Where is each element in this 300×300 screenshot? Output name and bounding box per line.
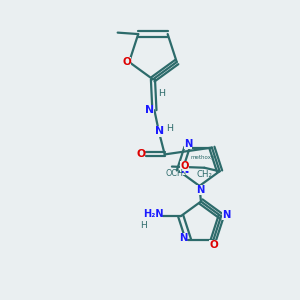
Text: N: N <box>155 126 164 136</box>
Text: N: N <box>145 105 154 115</box>
Text: H₂N: H₂N <box>143 209 164 219</box>
Text: O: O <box>122 57 131 67</box>
Text: methoxy: methoxy <box>191 155 215 160</box>
Text: H: H <box>158 89 165 98</box>
Text: O: O <box>136 148 145 158</box>
Text: CH₂: CH₂ <box>197 170 213 179</box>
Text: N: N <box>179 233 188 243</box>
Text: N: N <box>184 139 192 149</box>
Text: O: O <box>180 161 189 171</box>
Text: H: H <box>141 220 147 230</box>
Text: N: N <box>222 210 231 220</box>
Text: O: O <box>209 240 218 250</box>
Text: N: N <box>196 185 204 195</box>
Text: H: H <box>167 124 173 133</box>
Text: N: N <box>180 165 189 175</box>
Text: OCH₃: OCH₃ <box>165 169 186 178</box>
